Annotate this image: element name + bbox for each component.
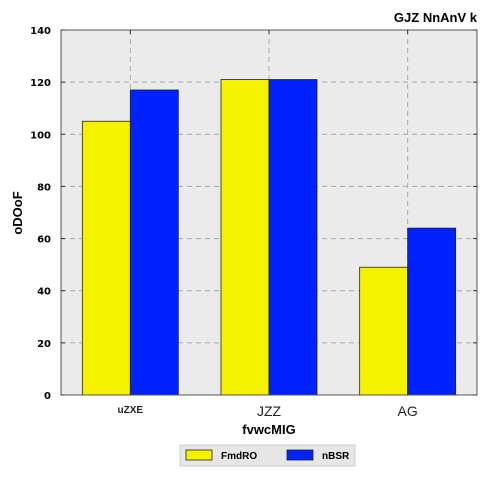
y-tick-label: 140 — [30, 26, 51, 37]
bar — [220, 79, 270, 396]
legend-label: nBSR — [322, 451, 350, 462]
bar — [407, 227, 457, 396]
x-tick-label: uZXE — [118, 405, 144, 416]
x-tick-label: JZZ — [257, 403, 282, 419]
y-tick-label: 120 — [30, 78, 51, 89]
bar — [359, 266, 409, 396]
y-tick-label: 60 — [37, 235, 51, 246]
y-tick-label: 40 — [37, 287, 51, 298]
y-tick-label: 0 — [44, 391, 51, 402]
legend-swatch — [286, 449, 314, 461]
legend-label: FmdRO — [221, 451, 257, 462]
bar — [268, 79, 318, 396]
bar — [129, 89, 179, 396]
x-axis-title: fvwcMIG — [242, 422, 295, 437]
legend: FmdRO nBSR — [179, 444, 356, 467]
y-tick-label: 100 — [30, 130, 51, 141]
y-tick-label: 20 — [37, 339, 51, 350]
legend-swatch — [185, 449, 213, 461]
x-tick-label: AG — [398, 403, 418, 419]
y-axis-title: oDOoF — [10, 191, 25, 234]
chart-title: GJZ NnAnV k — [394, 10, 478, 25]
y-tick-label: 80 — [37, 182, 51, 193]
bars — [81, 79, 457, 396]
ticks: 0 20 40 60 80 100 120 140 uZXE JZZ AG — [30, 26, 477, 419]
bar — [81, 120, 131, 396]
